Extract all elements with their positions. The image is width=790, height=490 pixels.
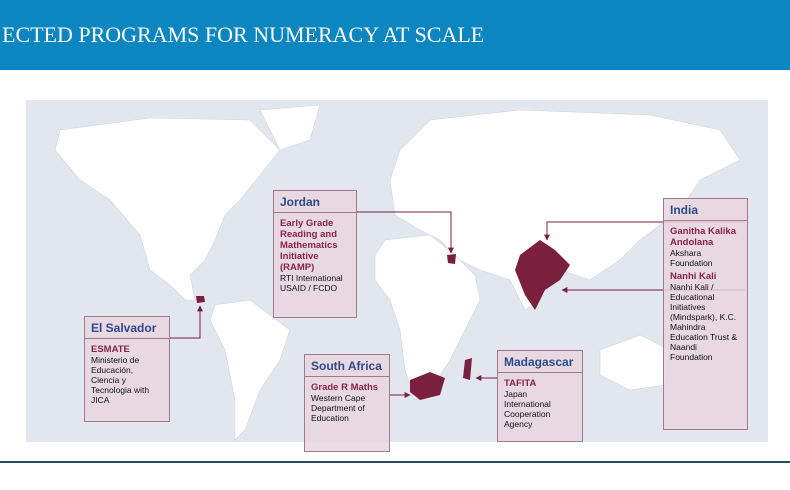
program-name: ESMATE bbox=[91, 344, 130, 355]
organization: Western Cape Department of Education bbox=[311, 393, 366, 423]
continents bbox=[54, 104, 741, 441]
callout-box: Madagascar TAFITA Japan International Coop… bbox=[497, 350, 583, 442]
organization: Ministerio de Educación, Ciencia y Tecno… bbox=[91, 355, 150, 405]
organization: Nanhi Kali / Educational Initiatives (Mi… bbox=[670, 282, 738, 362]
callout-box: South Africa Grade R Maths Western Cape De… bbox=[304, 354, 390, 452]
program-name: Ganitha Kalika Andolana bbox=[670, 226, 736, 248]
organization: Japan International Cooperation Agency bbox=[504, 389, 551, 429]
callout-box: Jordan Early Grade Reading and Mathematic… bbox=[273, 190, 357, 318]
country-name: Madagascar bbox=[498, 355, 582, 373]
organization: USAID / FCDO bbox=[280, 283, 338, 293]
country-name: South Africa bbox=[305, 359, 389, 377]
program-name: TAFITA bbox=[504, 378, 537, 389]
organization: RTI International bbox=[280, 273, 343, 283]
program-name: Nanhi Kali bbox=[670, 271, 717, 282]
callout-box: El Salvador ESMATE Ministerio de Educación… bbox=[84, 316, 170, 422]
bottom-rule bbox=[0, 461, 790, 463]
highlighted-countries bbox=[196, 240, 570, 400]
header-bar: ECTED PROGRAMS FOR NUMERACY AT SCALE bbox=[0, 0, 790, 70]
organization: Akshara Foundation bbox=[670, 248, 713, 268]
header-title: ECTED PROGRAMS FOR NUMERACY AT SCALE bbox=[2, 22, 485, 47]
country-name: Jordan bbox=[274, 195, 356, 213]
program-name: Early Grade Reading and Mathematics Init… bbox=[280, 218, 338, 273]
country-name: El Salvador bbox=[85, 321, 169, 339]
country-name: India bbox=[664, 203, 747, 221]
callout-box: India Ganitha Kalika Andolana Akshara Foun… bbox=[663, 198, 748, 430]
program-name: Grade R Maths bbox=[311, 382, 379, 393]
